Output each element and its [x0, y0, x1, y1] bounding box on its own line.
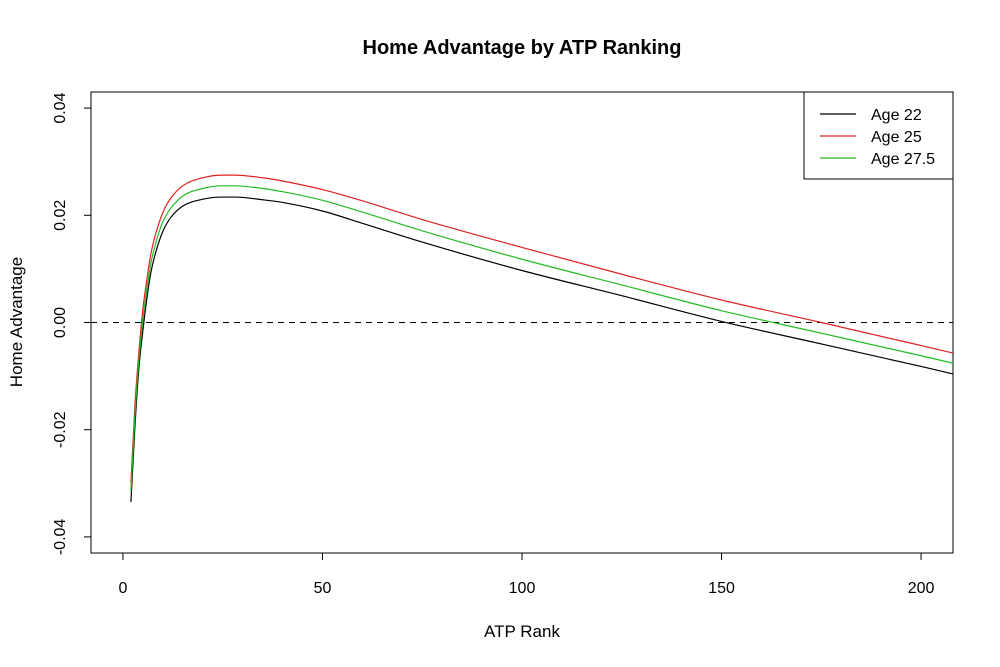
- y-tick-label: 0.02: [52, 200, 69, 231]
- x-tick-label: 50: [314, 580, 332, 597]
- y-axis-label: Home Advantage: [7, 257, 26, 387]
- y-tick-label: -0.02: [52, 411, 69, 448]
- chart-title: Home Advantage by ATP Ranking: [363, 37, 682, 59]
- y-axis: -0.04 -0.02 0.00 0.02 0.04: [52, 92, 92, 556]
- x-tick-label: 100: [509, 580, 536, 597]
- x-tick-label: 150: [708, 580, 735, 597]
- series-line-2: [130, 174, 954, 484]
- y-tick-label: 0.04: [52, 92, 69, 123]
- x-tick-label: 200: [908, 580, 935, 597]
- legend-entry-label: Age 25: [871, 129, 922, 146]
- legend-entry-label: Age 27.5: [871, 151, 935, 168]
- series-layer: [130, 174, 954, 503]
- y-tick-label: -0.04: [52, 519, 69, 556]
- x-axis: 0 50 100 150 200: [118, 552, 935, 597]
- series-line-1: [130, 196, 954, 503]
- y-tick-label: 0.00: [52, 307, 69, 338]
- legend: Age 22 Age 25 Age 27.5: [803, 91, 954, 180]
- series-line-3: [130, 185, 954, 492]
- x-axis-label: ATP Rank: [484, 622, 560, 641]
- legend-entry-label: Age 22: [871, 107, 922, 124]
- x-tick-label: 0: [118, 580, 127, 597]
